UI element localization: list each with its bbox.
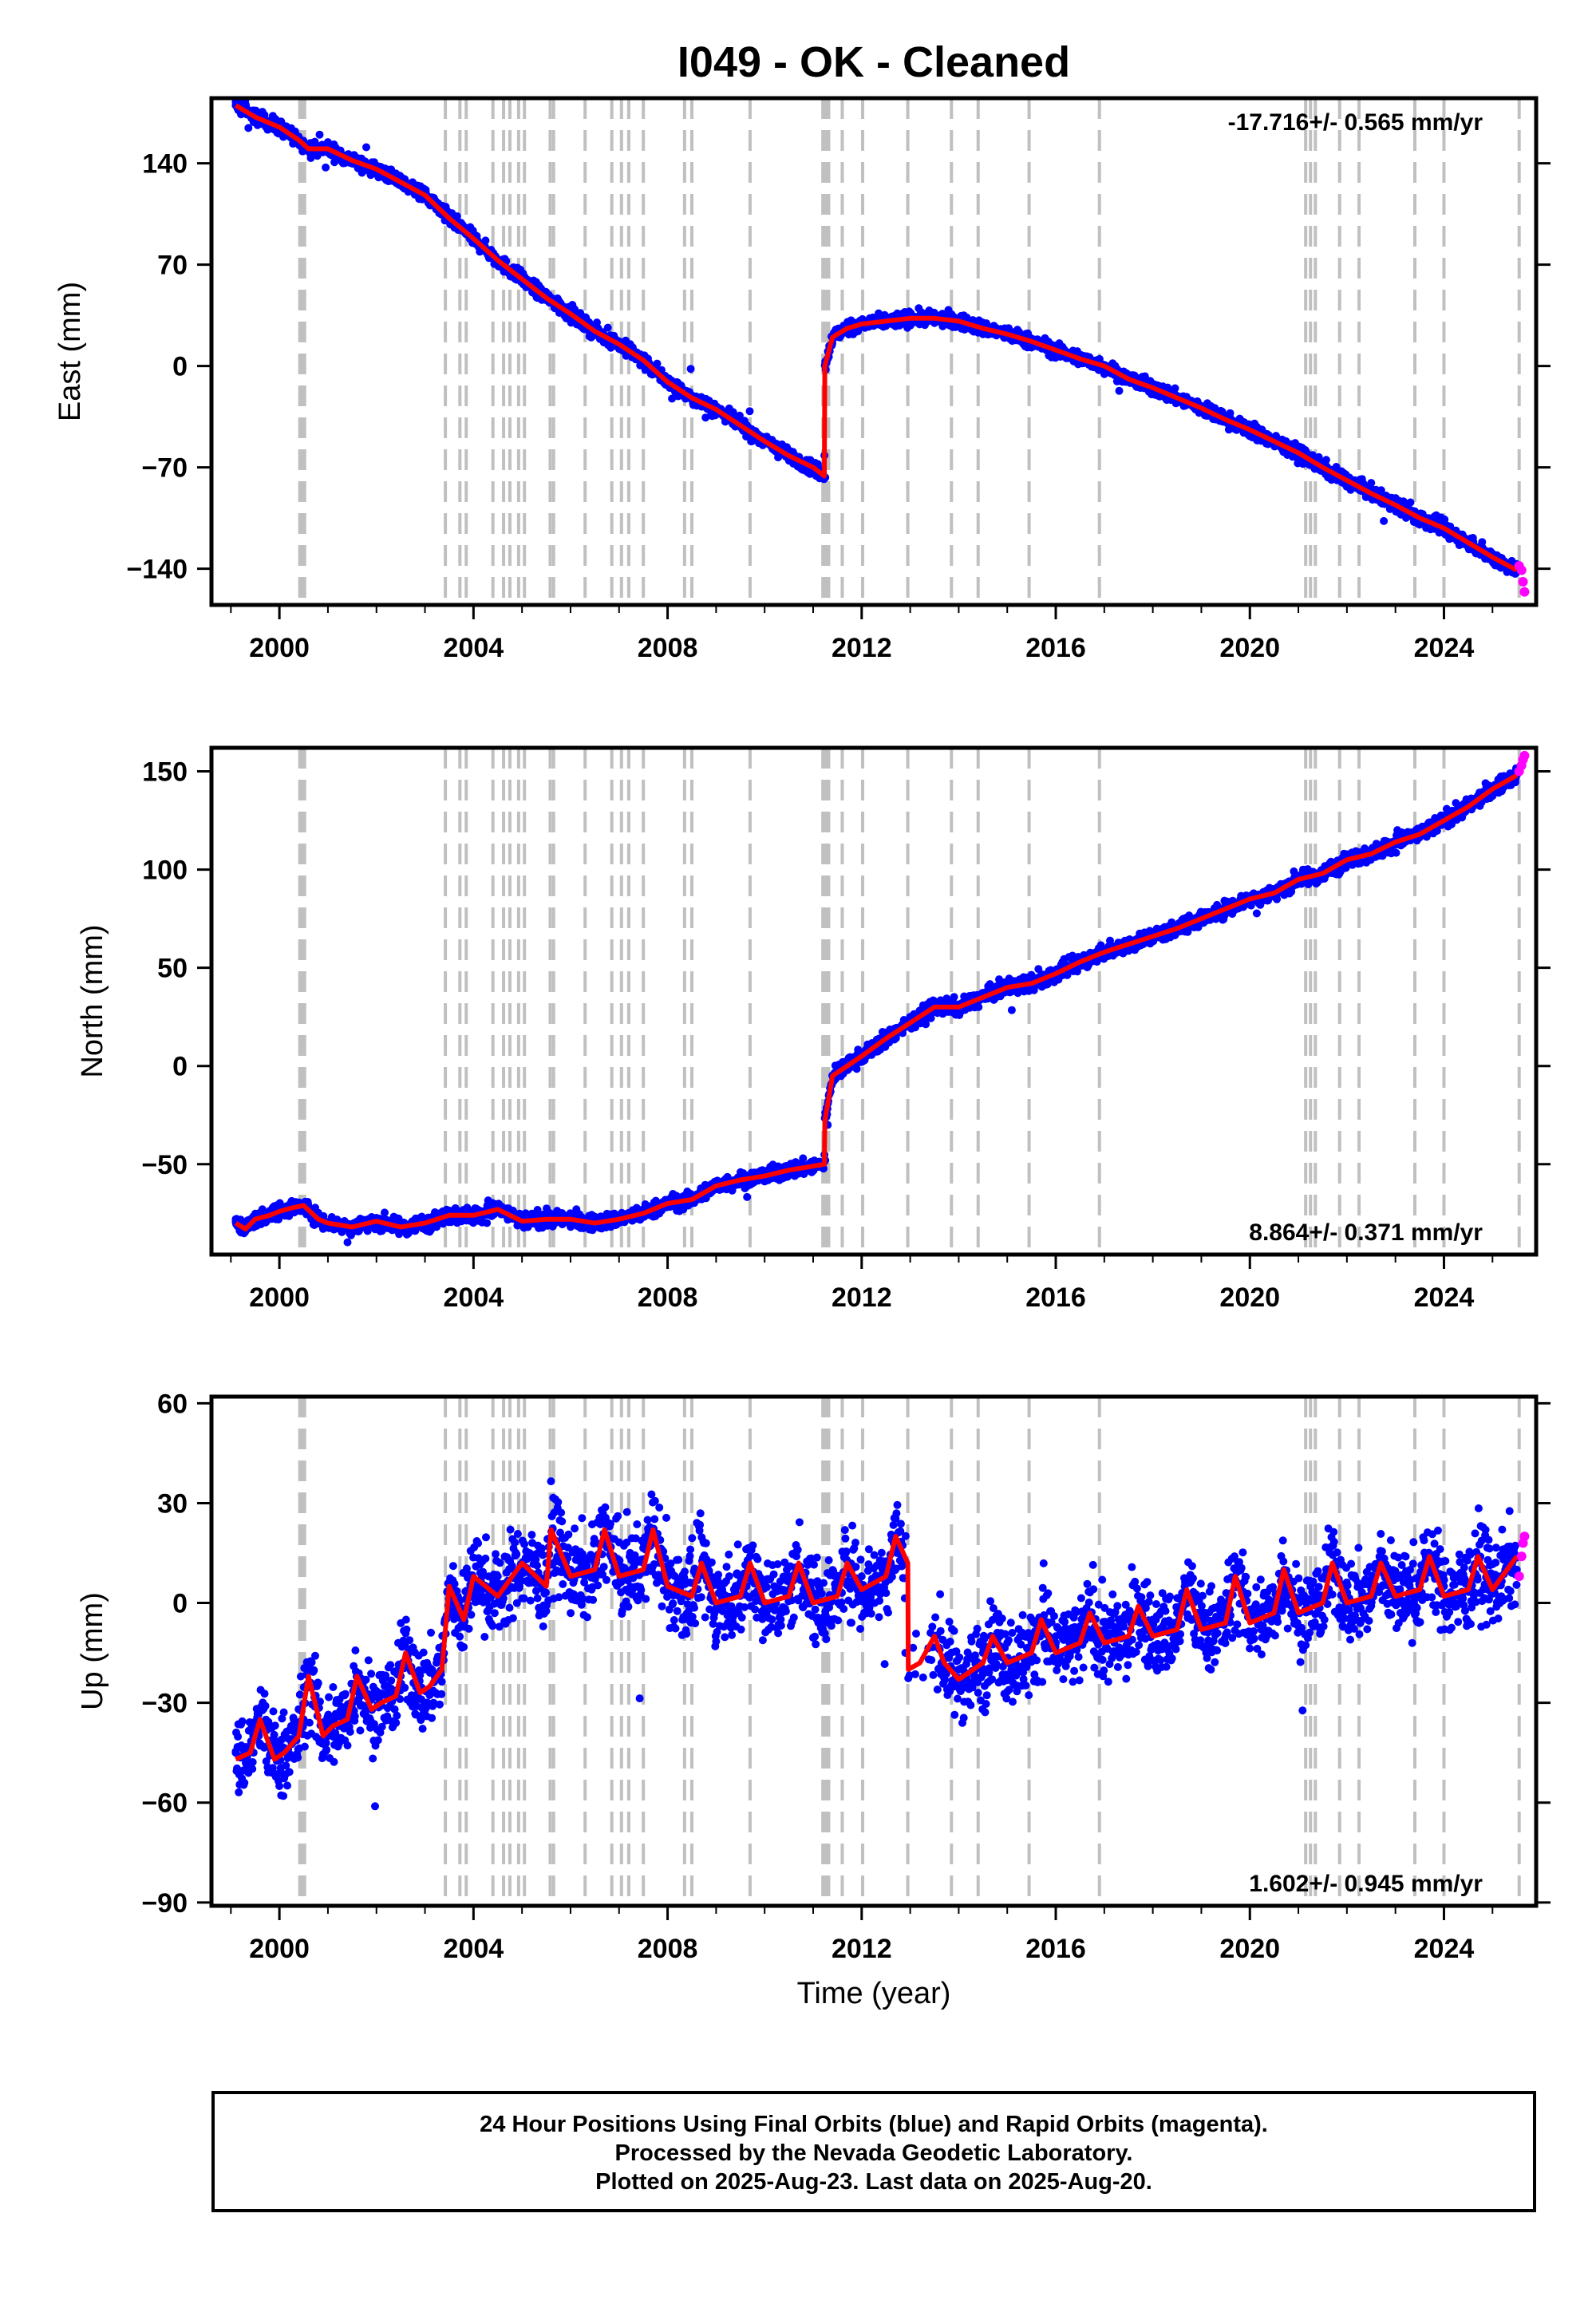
velocity-rate-text: -17.716+/- 0.565 mm/yr <box>1228 109 1483 136</box>
rapid-orbit-point <box>1519 587 1530 597</box>
y-tick-label: 0 <box>172 352 188 382</box>
final-orbit-point <box>974 1002 983 1011</box>
x-tick-label: 2024 <box>1414 633 1475 663</box>
final-orbit-point <box>1321 456 1330 464</box>
final-orbit-point <box>950 993 958 1002</box>
y-tick-label: −70 <box>141 453 188 484</box>
panel-frame <box>209 96 1539 607</box>
final-orbit-point <box>735 411 744 420</box>
final-orbit-point <box>701 413 710 422</box>
figure-title: I049 - OK - Cleaned <box>678 38 1070 86</box>
final-orbit-point <box>244 124 253 132</box>
plot-area <box>231 98 1530 605</box>
final-orbit-point <box>1406 498 1415 507</box>
y-tick-label: 70 <box>157 251 188 281</box>
x-tick-label: 2016 <box>1025 633 1086 663</box>
rapid-orbit-point <box>1516 565 1527 575</box>
y-tick-label: 140 <box>142 149 188 180</box>
east-panel: 2000 2004 2008 2012 2016 2020 2024 140 70 0 −70 −14… <box>53 96 1551 663</box>
x-tick-label: 2008 <box>638 633 698 663</box>
final-orbit-point <box>603 323 612 332</box>
final-orbit-point <box>481 236 490 245</box>
final-orbit-point <box>1367 479 1376 488</box>
x-tick-label: 2020 <box>1219 633 1280 663</box>
x-tick-label: 2012 <box>832 633 892 663</box>
final-orbit-point <box>1380 516 1389 525</box>
final-orbit-point <box>363 1227 372 1235</box>
plot-area <box>231 748 1530 1255</box>
x-tick-label: 2004 <box>444 633 504 663</box>
final-orbit-point <box>362 143 370 152</box>
final-orbit-point <box>799 1154 808 1163</box>
y-axis-label: East (mm) <box>53 282 87 421</box>
final-orbit-point <box>1007 1006 1016 1014</box>
final-orbit-point <box>653 359 662 368</box>
final-orbit-point <box>686 365 695 373</box>
final-orbit-point <box>668 394 677 403</box>
final-orbit-point <box>1115 386 1124 395</box>
north-panel: 2000 2004 2008 2012 2016 2020 2024150100500−50… <box>76 745 1551 1313</box>
final-orbit-points <box>231 764 1521 1247</box>
final-orbit-point <box>483 1219 492 1227</box>
model-line <box>234 103 1519 573</box>
final-orbit-point <box>1034 965 1043 974</box>
final-orbit-points <box>231 98 1521 578</box>
final-orbit-point <box>1377 486 1385 495</box>
final-orbit-point <box>743 1192 752 1201</box>
final-orbit-point <box>322 163 330 172</box>
rapid-orbit-point <box>1518 576 1528 587</box>
final-orbit-point <box>1171 384 1179 393</box>
final-orbit-point <box>852 1065 861 1073</box>
final-orbit-point <box>381 1208 389 1217</box>
final-orbit-point <box>343 1238 352 1247</box>
final-orbit-point <box>315 130 324 139</box>
final-orbit-point <box>258 1205 267 1214</box>
final-orbit-point <box>1226 409 1235 417</box>
y-tick-label: −140 <box>126 555 188 585</box>
final-orbit-point <box>745 407 754 416</box>
x-tick-label: 2000 <box>249 633 310 663</box>
